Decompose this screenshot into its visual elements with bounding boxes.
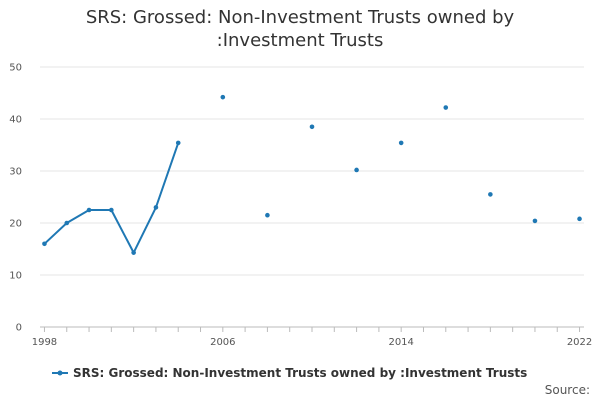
series-line [44, 143, 579, 253]
y-tick-label: 40 [9, 115, 22, 126]
y-tick-label: 10 [9, 271, 22, 282]
data-point [488, 192, 493, 197]
data-point [153, 205, 159, 210]
legend-series-label: SRS: Grossed: Non-Investment Trusts owne… [73, 366, 527, 380]
legend-point-marker [57, 370, 63, 376]
data-point [443, 105, 449, 110]
data-point [532, 218, 538, 224]
grid-layer [40, 66, 584, 276]
x-tick-label: 2014 [388, 337, 413, 348]
data-point [398, 140, 404, 146]
data-point [86, 207, 92, 213]
data-point [109, 207, 114, 213]
data-point [354, 167, 359, 173]
x-tick-label: 2006 [210, 337, 235, 348]
y-tick-label: 0 [16, 323, 22, 334]
data-point [309, 124, 315, 130]
legend: SRS: Grossed: Non-Investment Trusts owne… [52, 366, 527, 380]
chart-title-line-2: :Investment Trusts [216, 30, 384, 51]
x-tick-label: 2022 [567, 337, 592, 348]
axis-layer: 0 10 20 30 40 50 1998 2006 2014 2022 [9, 63, 592, 349]
data-point [131, 250, 136, 255]
data-point [220, 94, 226, 100]
x-tick-label: 1998 [32, 337, 57, 348]
data-point [265, 212, 270, 218]
data-point [577, 216, 582, 222]
y-tick-label: 50 [9, 63, 22, 74]
data-point [64, 220, 70, 226]
series-layer [42, 94, 582, 255]
data-point [175, 140, 181, 146]
source-label: Source: [545, 383, 590, 397]
data-point [42, 241, 47, 247]
chart-title-line-1: SRS: Grossed: Non-Investment Trusts owne… [85, 7, 515, 28]
y-tick-label: 20 [9, 219, 22, 230]
chart-title: SRS: Grossed: Non-Investment Trusts owne… [40, 6, 560, 52]
y-tick-label: 30 [9, 167, 22, 178]
